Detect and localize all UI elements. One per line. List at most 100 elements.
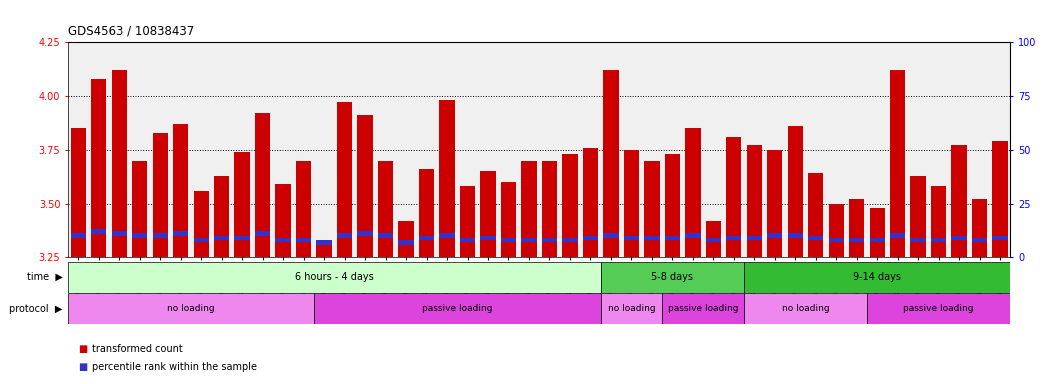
Bar	[153, 233, 168, 238]
Bar	[481, 235, 495, 240]
Bar	[91, 229, 107, 234]
Bar	[665, 154, 681, 257]
Bar	[314, 293, 601, 324]
Bar	[787, 233, 803, 238]
Text: passive loading: passive loading	[904, 304, 974, 313]
Bar	[68, 262, 601, 293]
Bar	[378, 233, 394, 238]
Bar	[562, 154, 578, 257]
Bar	[665, 235, 681, 240]
Bar	[337, 103, 352, 257]
Text: no loading: no loading	[607, 304, 655, 313]
Bar	[787, 126, 803, 257]
Bar	[744, 293, 867, 324]
Bar	[378, 161, 394, 257]
Bar	[275, 184, 291, 257]
Text: no loading: no loading	[782, 304, 829, 313]
Bar	[112, 70, 127, 257]
Bar	[521, 238, 537, 242]
Bar	[890, 70, 906, 257]
Bar	[296, 238, 311, 242]
Bar	[91, 79, 107, 257]
Bar	[952, 235, 966, 240]
Bar	[460, 186, 475, 257]
Bar	[440, 233, 454, 238]
Bar	[727, 137, 741, 257]
Bar	[828, 204, 844, 257]
Bar	[727, 235, 741, 240]
Text: no loading: no loading	[168, 304, 215, 313]
Bar	[662, 293, 744, 324]
Bar	[255, 113, 270, 257]
Bar	[685, 128, 700, 257]
Bar	[153, 132, 168, 257]
Bar	[867, 293, 1010, 324]
Bar	[235, 235, 250, 240]
Bar	[419, 169, 435, 257]
Bar	[583, 147, 598, 257]
Bar	[601, 262, 744, 293]
Bar	[931, 238, 946, 242]
Text: 9-14 days: 9-14 days	[853, 272, 901, 282]
Bar	[275, 238, 291, 242]
Bar	[952, 146, 966, 257]
Bar	[481, 171, 495, 257]
Bar	[911, 238, 926, 242]
Bar	[747, 146, 762, 257]
Text: passive loading: passive loading	[422, 304, 492, 313]
Bar	[849, 199, 865, 257]
Bar	[194, 190, 209, 257]
Bar	[890, 233, 906, 238]
Bar	[255, 231, 270, 236]
Bar	[194, 238, 209, 242]
Bar	[132, 233, 148, 238]
Bar	[931, 186, 946, 257]
Bar	[869, 208, 885, 257]
Bar	[214, 235, 229, 240]
Bar	[541, 238, 557, 242]
Bar	[398, 240, 414, 245]
Text: time  ▶: time ▶	[27, 272, 63, 282]
Bar	[398, 221, 414, 257]
Text: transformed count: transformed count	[92, 344, 183, 354]
Bar	[173, 231, 188, 236]
Bar	[337, 233, 352, 238]
Bar	[500, 238, 516, 242]
Bar	[541, 161, 557, 257]
Text: protocol  ▶: protocol ▶	[9, 304, 63, 314]
Bar	[993, 235, 1008, 240]
Bar	[744, 262, 1010, 293]
Bar	[644, 235, 660, 240]
Bar	[316, 240, 332, 245]
Text: GDS4563 / 10838437: GDS4563 / 10838437	[68, 25, 195, 38]
Bar	[500, 182, 516, 257]
Bar	[685, 233, 700, 238]
Bar	[808, 235, 823, 240]
Bar	[767, 233, 782, 238]
Bar	[70, 128, 86, 257]
Bar	[869, 238, 885, 242]
Bar	[419, 235, 435, 240]
Bar	[70, 233, 86, 238]
Bar	[808, 174, 823, 257]
Bar	[173, 124, 188, 257]
Text: passive loading: passive loading	[668, 304, 738, 313]
Bar	[849, 238, 865, 242]
Bar	[603, 70, 619, 257]
Bar	[440, 100, 454, 257]
Bar	[112, 231, 127, 236]
Bar	[521, 161, 537, 257]
Bar	[911, 175, 926, 257]
Bar	[828, 238, 844, 242]
Text: 6 hours - 4 days: 6 hours - 4 days	[295, 272, 374, 282]
Bar	[601, 293, 662, 324]
Text: ■: ■	[79, 362, 88, 372]
Bar	[603, 233, 619, 238]
Bar	[706, 238, 721, 242]
Bar	[357, 115, 373, 257]
Bar	[583, 235, 598, 240]
Bar	[357, 231, 373, 236]
Bar	[624, 235, 639, 240]
Bar	[460, 238, 475, 242]
Text: percentile rank within the sample: percentile rank within the sample	[92, 362, 258, 372]
